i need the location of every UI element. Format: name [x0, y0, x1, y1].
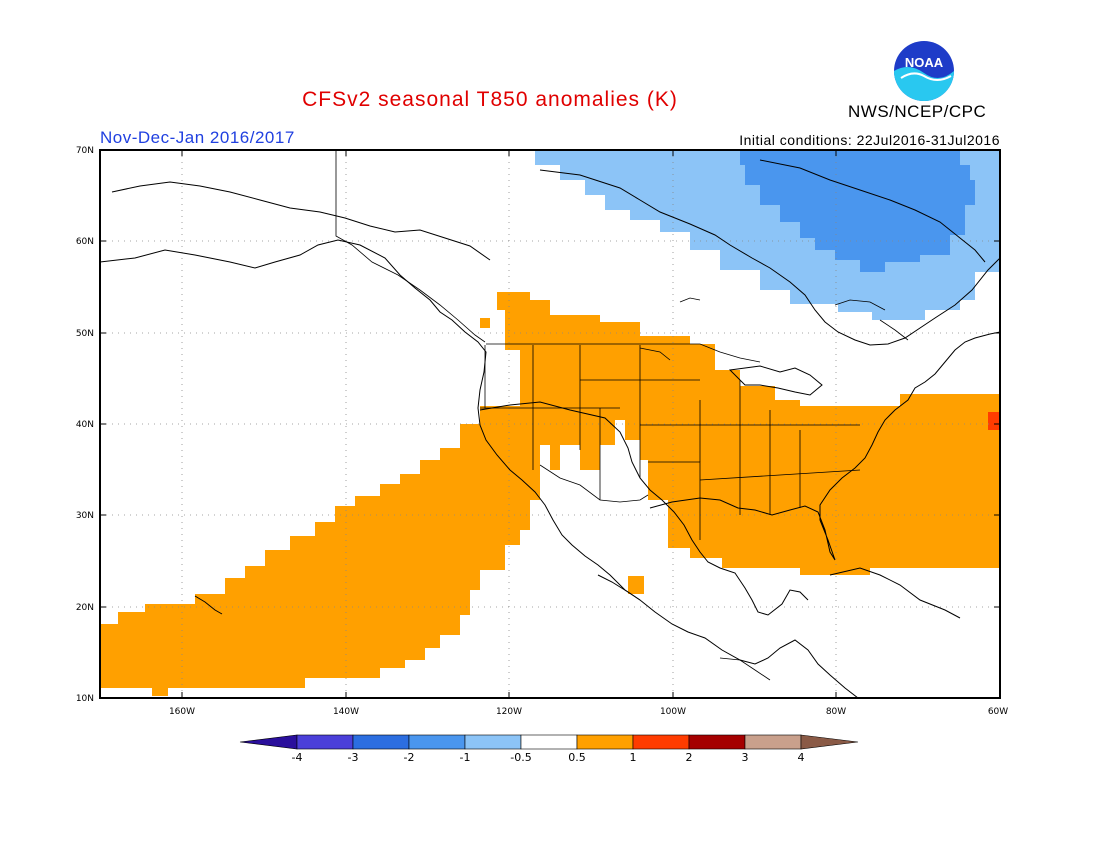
- anomaly-region-hudson-spot: [480, 318, 490, 328]
- colorbar-label: -4: [292, 751, 303, 764]
- noaa-logo: NOAA: [894, 41, 954, 101]
- map-title: CFSv2 seasonal T850 anomalies (K): [302, 88, 678, 111]
- lon-label: 120W: [496, 707, 522, 717]
- lat-label: 70N: [76, 146, 94, 156]
- colorbar-segment: [744, 734, 802, 750]
- coastlines: [100, 159, 1000, 698]
- colorbar-label: 0.5: [568, 751, 586, 764]
- colorbar-label: -0.5: [510, 751, 531, 764]
- colorbar-segment: [296, 734, 354, 750]
- anomaly-region-mexico-spot: [628, 576, 644, 594]
- longitude-labels: 160W 140W 120W 100W 80W 60W: [169, 707, 1008, 717]
- colorbar-segment: [520, 734, 578, 750]
- colorbar-label: 1: [630, 751, 637, 764]
- colorbar-label: -2: [404, 751, 415, 764]
- colorbar-label: -1: [460, 751, 471, 764]
- initial-conditions: Initial conditions: 22Jul2016-31Jul2016: [739, 132, 1000, 148]
- latitude-labels: 70N 60N 50N 40N 30N 20N 10N: [76, 146, 94, 704]
- anomaly-region-canada-core: [740, 150, 975, 272]
- borders: [335, 150, 861, 681]
- colorbar-segment: [464, 734, 522, 750]
- lat-label: 40N: [76, 420, 94, 430]
- lon-label: 60W: [988, 707, 1008, 717]
- lat-label: 60N: [76, 237, 94, 247]
- lon-label: 80W: [826, 707, 846, 717]
- lakes: [639, 297, 909, 361]
- anomaly-region-red-spot: [988, 412, 1000, 430]
- lat-label: 10N: [76, 694, 94, 704]
- lat-label: 30N: [76, 511, 94, 521]
- colorbar-label: -3: [348, 751, 359, 764]
- lon-label: 100W: [660, 707, 686, 717]
- agency-label: NWS/NCEP/CPC: [848, 102, 987, 121]
- forecast-period: Nov-Dec-Jan 2016/2017: [100, 128, 295, 147]
- colorbar-segment: [632, 734, 690, 750]
- colorbar-segment: [688, 734, 746, 750]
- anomaly-region-pacific: [100, 380, 540, 696]
- colorbar-segment: [408, 734, 466, 750]
- colorbar: -4 -3 -2 -1 -0.5 0.5 1 2 3 4: [239, 734, 859, 764]
- colorbar-label: 4: [798, 751, 805, 764]
- colorbar-segment: [800, 734, 859, 750]
- colorbar-segment: [239, 734, 298, 750]
- lon-label: 140W: [333, 707, 359, 717]
- frame-ticks: [100, 150, 1000, 698]
- lon-label: 160W: [169, 707, 195, 717]
- graticule: [100, 150, 1000, 698]
- colorbar-segment: [352, 734, 410, 750]
- colorbar-segment: [576, 734, 634, 750]
- logo-text: NOAA: [905, 55, 944, 70]
- colorbar-label: 3: [742, 751, 749, 764]
- lat-label: 20N: [76, 603, 94, 613]
- lat-label: 50N: [76, 329, 94, 339]
- colorbar-label: 2: [686, 751, 693, 764]
- anomaly-region-north-america: [497, 292, 1000, 575]
